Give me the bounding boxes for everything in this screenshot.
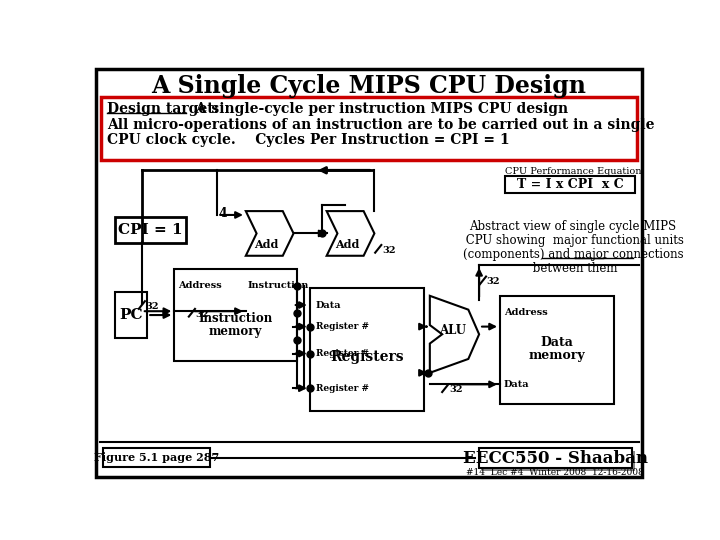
Text: Figure 5.1 page 287: Figure 5.1 page 287 xyxy=(94,452,219,463)
Text: A Single Cycle MIPS CPU Design: A Single Cycle MIPS CPU Design xyxy=(152,75,586,98)
Text: Design target:: Design target: xyxy=(107,103,219,117)
Text: Add: Add xyxy=(336,239,359,251)
Bar xyxy=(310,288,423,411)
Text: CPU showing  major functional units: CPU showing major functional units xyxy=(462,234,684,247)
Text: 32: 32 xyxy=(449,385,462,394)
Text: between them: between them xyxy=(528,261,617,274)
Text: Register #: Register # xyxy=(316,322,369,331)
Text: Address: Address xyxy=(178,281,222,291)
Text: 32: 32 xyxy=(487,278,500,286)
Text: #14  Lec #4  Winter 2008  12-16-2008: #14 Lec #4 Winter 2008 12-16-2008 xyxy=(467,468,644,477)
Text: Abstract view of single cycle MIPS: Abstract view of single cycle MIPS xyxy=(469,220,677,233)
Text: CPU clock cycle.    Cycles Per Instruction = CPI = 1: CPU clock cycle. Cycles Per Instruction … xyxy=(107,133,510,147)
Bar xyxy=(505,177,634,193)
Text: Instruction: Instruction xyxy=(248,281,309,291)
Text: CPU Performance Equation:: CPU Performance Equation: xyxy=(505,166,645,176)
Text: 4: 4 xyxy=(219,207,228,220)
Text: 32: 32 xyxy=(382,246,395,255)
Text: (components) and major connections: (components) and major connections xyxy=(463,248,683,261)
Text: CPI = 1: CPI = 1 xyxy=(118,224,183,238)
Polygon shape xyxy=(327,211,374,256)
Bar xyxy=(104,448,210,467)
Bar xyxy=(174,269,297,361)
Polygon shape xyxy=(430,296,479,373)
Polygon shape xyxy=(246,211,294,256)
Bar xyxy=(500,296,614,403)
Text: Data: Data xyxy=(504,380,529,389)
Text: A single-cycle per instruction MIPS CPU design: A single-cycle per instruction MIPS CPU … xyxy=(186,103,568,117)
Text: T = I x CPI  x C: T = I x CPI x C xyxy=(516,178,624,191)
Text: Address: Address xyxy=(504,308,547,317)
Text: EECC550 - Shaaban: EECC550 - Shaaban xyxy=(463,450,648,467)
Text: All micro-operations of an instruction are to be carried out in a single: All micro-operations of an instruction a… xyxy=(107,118,654,132)
Text: Registers: Registers xyxy=(330,350,403,365)
Bar xyxy=(101,97,637,160)
Text: 32: 32 xyxy=(145,302,159,311)
Bar xyxy=(115,292,148,338)
Text: Add: Add xyxy=(254,239,279,251)
Text: memory: memory xyxy=(528,349,585,362)
Text: Instruction: Instruction xyxy=(199,313,273,326)
Bar xyxy=(479,448,631,468)
Text: Data: Data xyxy=(541,335,573,348)
Text: PC: PC xyxy=(120,308,143,322)
Text: 32: 32 xyxy=(196,310,210,319)
Text: memory: memory xyxy=(209,326,263,339)
Bar xyxy=(115,217,186,244)
Text: Register #: Register # xyxy=(316,349,369,358)
Text: Data: Data xyxy=(316,301,341,309)
Bar xyxy=(482,451,634,471)
Text: Register #: Register # xyxy=(316,384,369,393)
Text: ALU: ALU xyxy=(439,324,467,337)
